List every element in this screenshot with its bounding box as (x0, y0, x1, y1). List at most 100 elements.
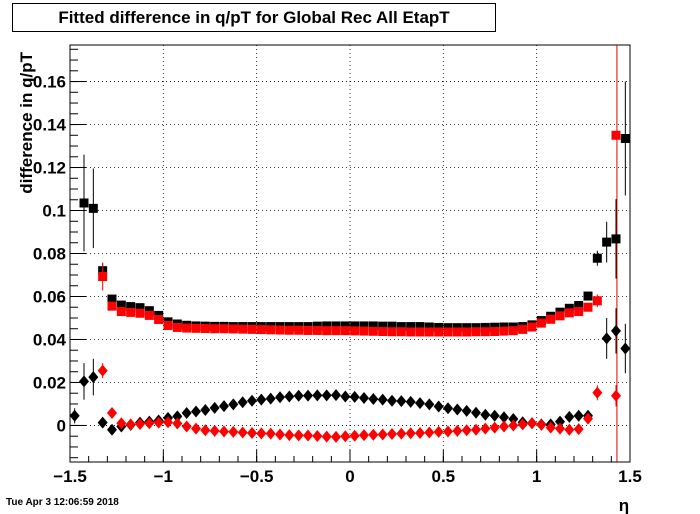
data-point-square (396, 322, 406, 332)
data-point-diamond (396, 427, 407, 440)
data-point-square (350, 321, 360, 331)
data-point-diamond (611, 389, 621, 402)
data-point-diamond (433, 425, 444, 438)
data-point-diamond (349, 390, 360, 403)
data-point-square (574, 307, 584, 317)
data-point-square (200, 324, 210, 334)
data-point-square (256, 325, 266, 335)
y-axis-label: difference in q/pT (17, 51, 36, 193)
data-point-diamond (415, 426, 425, 439)
data-point-square (116, 307, 126, 317)
data-point-diamond (107, 423, 117, 436)
x-tick-label: 0.5 (432, 467, 456, 486)
data-point-diamond (312, 429, 323, 442)
data-point-diamond (88, 371, 99, 384)
data-point-diamond (219, 425, 229, 438)
data-point-diamond (359, 391, 369, 404)
data-point-square (611, 130, 621, 140)
data-point-square (583, 291, 593, 301)
data-point-diamond (573, 423, 584, 436)
data-point-diamond (144, 417, 155, 430)
data-point-square (350, 326, 360, 336)
data-point-diamond (433, 400, 444, 413)
axis-ticks (69, 48, 631, 462)
data-point-square (620, 134, 630, 144)
y-tick-label: 0.08 (33, 245, 66, 264)
data-point-diamond (489, 421, 500, 434)
data-point-square (462, 327, 472, 337)
data-point-square (294, 325, 304, 335)
data-point-square (116, 300, 126, 310)
series-1 (98, 130, 621, 337)
data-point-square (583, 302, 593, 312)
x-tick-label: 1 (532, 467, 541, 486)
data-point-diamond (415, 397, 425, 410)
data-point-diamond (340, 430, 351, 443)
data-point-diamond (424, 398, 435, 411)
data-point-diamond (69, 409, 80, 422)
data-point-diamond (209, 424, 220, 437)
data-point-square (126, 307, 136, 317)
data-point-diamond (284, 429, 295, 442)
data-point-diamond (209, 401, 220, 414)
data-point-square (144, 310, 154, 320)
y-tick-label: 0.02 (33, 373, 66, 392)
data-point-square (107, 301, 117, 311)
data-point-square (602, 237, 612, 247)
data-point-diamond (256, 427, 267, 440)
data-point-square (154, 314, 164, 324)
data-point-square (490, 327, 500, 337)
data-point-square (322, 321, 332, 331)
data-point-diamond (620, 342, 631, 355)
data-point-square (144, 306, 154, 316)
data-point-diamond (601, 332, 612, 345)
data-point-diamond (527, 417, 537, 430)
chart-title: Fitted difference in q/pT for Global Rec… (12, 3, 496, 32)
data-point-square (546, 314, 556, 324)
x-tick-label: −1.5 (53, 467, 87, 486)
data-point-diamond (573, 409, 584, 422)
data-point-square (368, 326, 378, 336)
data-point-diamond (499, 420, 509, 433)
data-point-diamond (443, 402, 453, 415)
data-point-diamond (265, 392, 276, 405)
data-point-square (266, 325, 276, 335)
data-point-square (126, 302, 136, 312)
data-point-diamond (443, 425, 453, 438)
data-point-square (340, 326, 350, 336)
data-point-diamond (191, 405, 201, 418)
data-point-diamond (331, 389, 341, 402)
data-point-diamond (396, 395, 407, 408)
data-point-square (434, 327, 444, 337)
data-point-diamond (97, 364, 108, 377)
data-point-diamond (480, 422, 491, 435)
data-point-square (210, 324, 220, 334)
data-point-diamond (331, 430, 341, 443)
data-point-square (424, 322, 434, 332)
data-point-diamond (508, 413, 519, 426)
data-point-diamond (564, 410, 575, 423)
data-point-square (434, 322, 444, 332)
data-point-square (564, 303, 574, 313)
y-tick-label: 0.1 (42, 202, 66, 221)
data-point-diamond (247, 426, 257, 439)
data-point-diamond (275, 428, 285, 441)
data-point-square (135, 303, 145, 313)
data-point-diamond (471, 406, 481, 419)
data-point-square (284, 325, 294, 335)
data-point-diamond (368, 428, 379, 441)
data-point-diamond (508, 419, 519, 432)
data-point-square (340, 321, 350, 331)
data-markers (69, 81, 631, 443)
data-point-diamond (377, 393, 388, 406)
data-point-square (387, 321, 397, 331)
data-point-square (396, 327, 406, 337)
data-point-diamond (349, 429, 360, 442)
y-tick-label: 0.06 (33, 287, 66, 306)
data-point-square (443, 327, 453, 337)
data-point-diamond (592, 386, 603, 399)
x-tick-label: −1 (154, 467, 173, 486)
data-point-square (518, 324, 528, 334)
data-point-diamond (200, 424, 211, 437)
data-point-diamond (293, 429, 304, 442)
